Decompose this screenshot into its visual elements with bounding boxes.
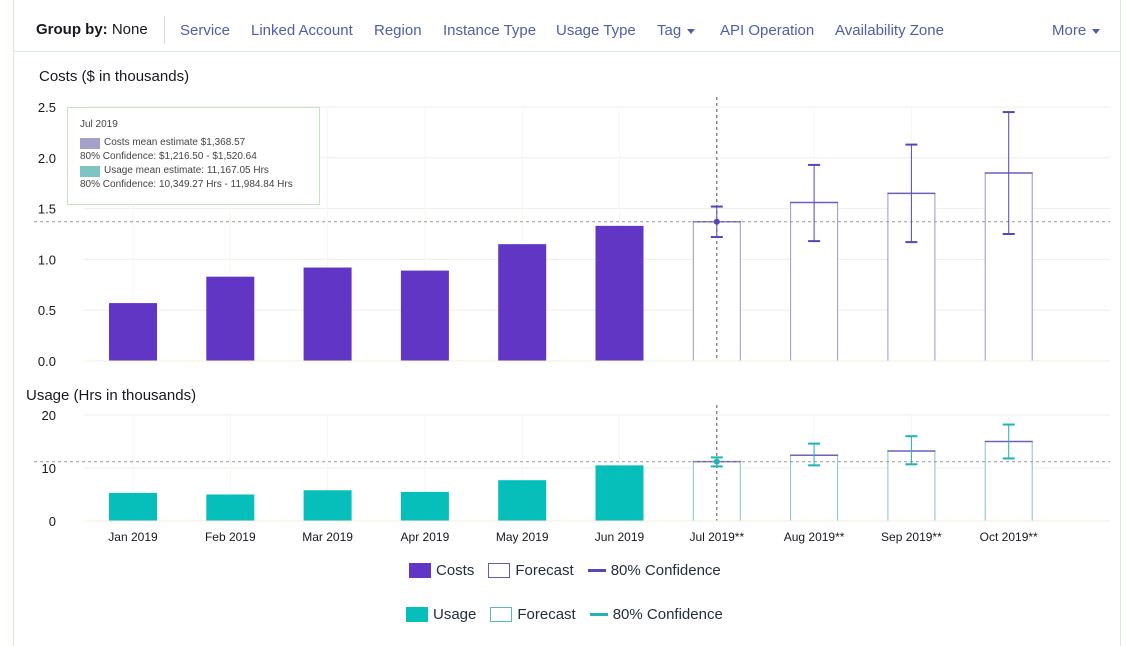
group-by-availability-zone[interactable]: Availability Zone bbox=[835, 22, 944, 39]
tooltip-usage-swatch bbox=[80, 165, 100, 177]
group-by-linked-account[interactable]: Linked Account bbox=[251, 22, 353, 39]
x-tick-label: Mar 2019 bbox=[302, 530, 353, 544]
legend-costs-forecast[interactable]: Forecast bbox=[488, 562, 574, 579]
costs-mean-dot bbox=[713, 218, 720, 225]
costs-y-tick-label: 1.0 bbox=[38, 252, 56, 267]
costs-legend: Costs Forecast 80% Confidence bbox=[409, 562, 735, 579]
legend-usage-forecast[interactable]: Forecast bbox=[490, 606, 576, 623]
forecast-tooltip: Jul 2019 Costs mean estimate $1,368.57 8… bbox=[67, 107, 320, 205]
usage-bar bbox=[400, 491, 449, 521]
group-by-usage-type[interactable]: Usage Type bbox=[556, 22, 636, 39]
group-by-service[interactable]: Service bbox=[180, 22, 231, 39]
panel-frame bbox=[13, 0, 1121, 646]
costs-bar bbox=[303, 267, 352, 361]
more-dropdown[interactable]: More bbox=[1052, 22, 1101, 39]
group-by-bar: Group by: None Service Linked Account Re… bbox=[14, 8, 1120, 52]
x-tick-label: May 2019 bbox=[496, 530, 549, 544]
x-tick-label: Jun 2019 bbox=[595, 530, 645, 544]
costs-bar bbox=[400, 270, 449, 361]
legend-confidence-swatch bbox=[589, 613, 608, 616]
costs-y-tick-label: 0.5 bbox=[38, 303, 56, 318]
group-by-region[interactable]: Region bbox=[374, 22, 422, 39]
group-by-label: Group by: None bbox=[36, 21, 148, 38]
costs-y-tick-label: 2.0 bbox=[38, 151, 56, 166]
tooltip-costs-estimate: Costs mean estimate $1,368.57 bbox=[104, 137, 246, 148]
costs-y-tick-label: 2.5 bbox=[38, 100, 56, 115]
costs-bar bbox=[109, 303, 157, 361]
legend-usage[interactable]: Usage bbox=[406, 606, 476, 623]
legend-costs-confidence[interactable]: 80% Confidence bbox=[587, 562, 721, 579]
group-by-value: None bbox=[111, 21, 148, 38]
tooltip-month: Jul 2019 bbox=[80, 119, 118, 130]
x-tick-label: Oct 2019** bbox=[980, 530, 1038, 544]
legend-costs[interactable]: Costs bbox=[409, 562, 474, 579]
x-tick-label: Sep 2019** bbox=[881, 530, 942, 544]
x-tick-label: Aug 2019** bbox=[784, 530, 845, 544]
costs-bar bbox=[498, 244, 547, 361]
usage-y-tick-label: 0 bbox=[49, 514, 56, 529]
legend-confidence-swatch bbox=[587, 569, 606, 572]
costs-y-tick-label: 1.5 bbox=[38, 202, 56, 217]
costs-bar bbox=[206, 276, 255, 361]
tooltip-costs-swatch bbox=[80, 137, 100, 149]
usage-bar bbox=[498, 480, 547, 521]
usage-bar bbox=[206, 494, 255, 521]
chevron-down-icon bbox=[687, 28, 696, 34]
costs-chart-title: Costs ($ in thousands) bbox=[39, 68, 190, 85]
group-by-tag[interactable]: Tag bbox=[657, 22, 696, 39]
usage-bar bbox=[303, 490, 352, 521]
x-tick-label: Jul 2019** bbox=[689, 530, 744, 544]
usage-y-tick-label: 20 bbox=[42, 408, 56, 423]
usage-bar bbox=[109, 492, 157, 521]
x-tick-label: Feb 2019 bbox=[205, 530, 256, 544]
group-by-divider bbox=[164, 16, 165, 44]
costs-y-tick-label: 0.0 bbox=[38, 354, 56, 369]
legend-usage-swatch bbox=[406, 607, 428, 622]
usage-mean-dot bbox=[713, 458, 720, 465]
costs-bar bbox=[595, 225, 644, 361]
legend-forecast-swatch bbox=[488, 563, 511, 578]
tooltip-usage-estimate: Usage mean estimate: 11,167.05 Hrs bbox=[104, 165, 269, 176]
usage-legend: Usage Forecast 80% Confidence bbox=[406, 606, 737, 623]
x-tick-label: Jan 2019 bbox=[108, 530, 158, 544]
usage-bar bbox=[595, 465, 644, 521]
legend-costs-swatch bbox=[409, 563, 431, 578]
chevron-down-icon bbox=[1092, 28, 1101, 34]
group-by-api-operation[interactable]: API Operation bbox=[720, 22, 815, 39]
tooltip-costs-confidence: 80% Confidence: $1,216.50 - $1,520.64 bbox=[80, 151, 257, 162]
x-tick-label: Apr 2019 bbox=[401, 530, 450, 544]
legend-forecast-swatch bbox=[490, 607, 513, 622]
group-by-instance-type[interactable]: Instance Type bbox=[443, 22, 537, 39]
usage-chart-title: Usage (Hrs in thousands) bbox=[26, 387, 197, 404]
legend-usage-confidence[interactable]: 80% Confidence bbox=[589, 606, 723, 623]
usage-y-tick-label: 10 bbox=[42, 461, 56, 476]
tooltip-usage-confidence: 80% Confidence: 10,349.27 Hrs - 11,984.8… bbox=[80, 179, 293, 190]
